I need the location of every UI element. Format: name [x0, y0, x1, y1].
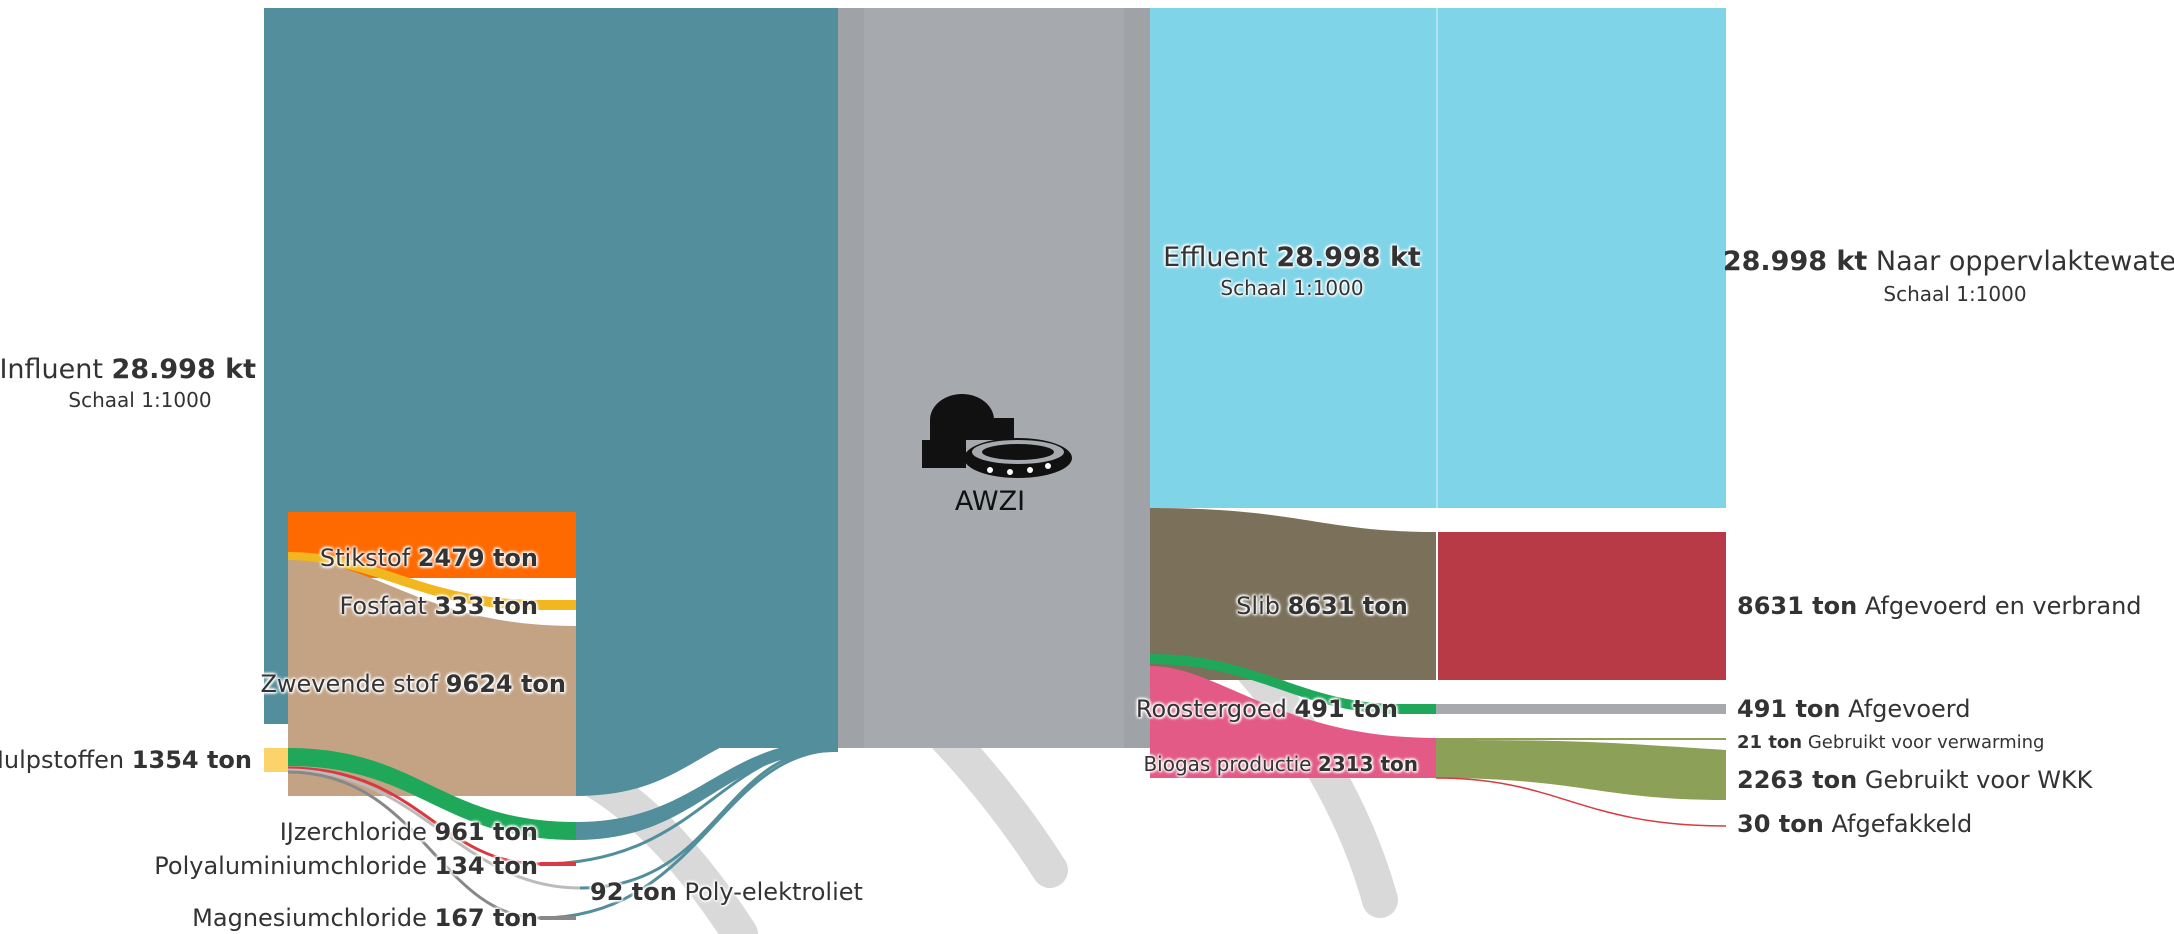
fosfaat-link: [288, 552, 576, 610]
fosfaat-flow: [576, 554, 838, 610]
effluent-node-divider: [1436, 8, 1438, 508]
wastewater-treatment-plant-icon: [922, 394, 1072, 478]
afgevoerd-en-verbrand-flow: [1438, 532, 1726, 680]
oppervlaktewater-scale: Schaal 1:1000: [1883, 282, 2027, 306]
afgevoerd-en-verbrand-label: 8631 ton Afgevoerd en verbrand: [1737, 592, 2142, 620]
poly-elektroliet-label: 92 ton Poly-elektroliet: [590, 878, 863, 906]
awzi-node-edge-left: [838, 8, 864, 748]
magnesiumchloride-tick: [540, 916, 576, 920]
hulpstoffen-label: Hulpstoffen 1354 ton: [0, 746, 252, 774]
hulpstoffen-node: [264, 748, 288, 772]
wkk-flow: [1436, 740, 1726, 800]
influent-node: [264, 8, 288, 724]
afgevoerd-label: 491 ton Afgevoerd: [1737, 695, 1971, 723]
biogas-label: Biogas productie 2313 ton: [1143, 752, 1418, 776]
ijzerchloride-label: IJzerchloride 961 ton: [279, 818, 538, 846]
poly-elektroliet-link: [287, 768, 581, 890]
hulp-to-awzi-flows: [539, 744, 839, 920]
effluent-label: Effluent 28.998 kt: [1163, 242, 1421, 273]
stikstof-label: Stikstof 2479 ton: [319, 544, 538, 572]
polyaluminiumchloride-tick: [540, 862, 576, 866]
magnesiumchloride-link: [287, 770, 541, 920]
effluent-scale: Schaal 1:1000: [1220, 276, 1364, 300]
awzi-node-edge-right: [1124, 8, 1150, 748]
oppervlaktewater-label: 28.998 kt Naar oppervlaktewater: [1722, 246, 2174, 277]
magnesiumchloride-label: Magnesiumchloride 167 ton: [192, 904, 538, 932]
polyaluminiumchloride-label: Polyaluminiumchloride 134 ton: [154, 852, 538, 880]
slib-label: Slib 8631 ton: [1236, 592, 1408, 620]
awzi-label: AWZI: [954, 486, 1026, 517]
ijzerchloride-link: [288, 748, 576, 840]
afgefakkeld-flow: [1435, 777, 1727, 827]
afgefakkeld-label: 30 ton Afgefakkeld: [1737, 810, 1973, 838]
stikstof-flow: [576, 512, 838, 578]
zwevende-stof-label: Zwevende stof 9624 ton: [260, 670, 566, 698]
afgevoerd-flow: [1436, 704, 1726, 714]
biogas-node: [1150, 666, 1436, 778]
zwevende-stof-node: [288, 560, 576, 796]
influent-scale: Schaal 1:1000: [68, 388, 212, 412]
wkk-label: 2263 ton Gebruikt voor WKK: [1737, 766, 2093, 794]
slib-node: [1150, 508, 1436, 680]
awzi-node: [838, 8, 1150, 748]
zwevende-stof-flow: [576, 566, 838, 796]
ijzerchloride-flow: [576, 740, 838, 840]
polyaluminiumchloride-link: [287, 766, 541, 866]
roostergoed-link: [1150, 654, 1436, 714]
influent-label: Influent 28.998 kt: [0, 354, 256, 385]
roostergoed-label: Roostergoed 491 ton: [1135, 695, 1398, 723]
fosfaat-label: Fosfaat 333 ton: [339, 592, 538, 620]
verwarming-label: 21 ton Gebruikt voor verwarming: [1737, 732, 2045, 753]
influent-flow: [288, 8, 838, 512]
